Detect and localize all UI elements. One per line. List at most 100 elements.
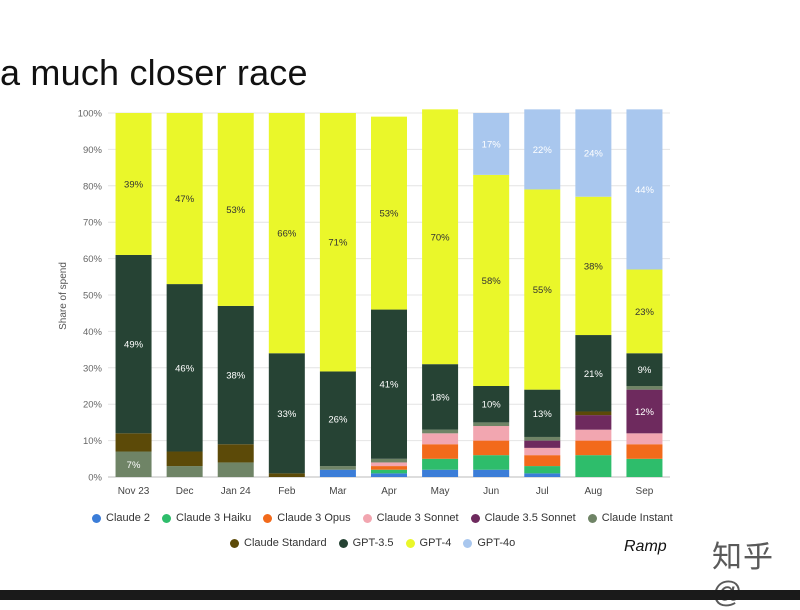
data-label: 22%: [533, 145, 553, 156]
bar-jun-gpt-4o: [473, 113, 510, 175]
bar-jul-claude-3-opus: [524, 455, 561, 467]
legend-item-gpt-4: GPT-4: [405, 537, 452, 549]
legend-label: Claude 3.5 Sonnet: [484, 512, 576, 524]
y-tick-label: 0%: [88, 473, 102, 484]
legend-swatch: [338, 538, 348, 548]
bar-sep-claude-3-opus: [626, 444, 663, 459]
bar-jul-claude-instant: [524, 436, 561, 441]
legend-label: GPT-4: [419, 537, 452, 549]
x-axis-ticks: Nov 23 Dec Jan 24 Feb Mar Apr May Jun Jul Aug Sep: [118, 486, 654, 497]
bar-may-claude-instant: [422, 429, 459, 434]
bar-jan-24-gpt-3-5: [217, 305, 254, 445]
bar-aug-claude-3-sonnet: [575, 429, 612, 441]
bar-aug-claude-3-opus: [575, 440, 612, 456]
bar-jun-claude-3-haiku: [473, 455, 510, 470]
bar-aug-gpt-4: [575, 196, 612, 336]
bar-aug-gpt-4o: [575, 109, 612, 197]
legend-label: GPT-3.5: [352, 537, 394, 549]
y-axis-ticks: 0% 10% 20% 30% 40% 50% 60% 70% 80% 90% 100%: [78, 109, 103, 484]
bar-jun-claude-2: [473, 469, 510, 477]
bar-may-gpt-3-5: [422, 364, 459, 430]
data-label: 66%: [277, 229, 297, 240]
bar-sep-claude-3-5-sonnet: [626, 389, 663, 434]
bar-apr-claude-instant: [371, 458, 407, 463]
data-label: 41%: [379, 380, 399, 391]
bar-apr-gpt-3-5: [371, 309, 407, 459]
x-tick-label: Jul: [536, 486, 549, 497]
legend-label: Claude 3 Opus: [277, 512, 351, 524]
bar-mar-claude-instant: [319, 466, 356, 470]
data-label: 70%: [431, 232, 451, 243]
bar-jan-24-gpt-4: [217, 113, 254, 306]
x-tick-label: Nov 23: [118, 486, 150, 497]
bar-dec-gpt-3-5: [166, 284, 203, 452]
legend-swatch: [470, 513, 480, 523]
bar-may-claude-3-haiku: [422, 458, 459, 470]
y-tick-label: 30%: [83, 363, 103, 374]
bar-sep-gpt-4o: [626, 109, 663, 270]
bar-may-claude-3-opus: [422, 444, 459, 459]
bar-jul-claude-2: [524, 473, 561, 477]
x-tick-label: May: [431, 486, 450, 497]
x-tick-label: Sep: [636, 486, 654, 497]
data-label: 38%: [226, 371, 246, 382]
legend-label: GPT-4o: [477, 537, 516, 549]
bar-feb-gpt-3-5: [268, 353, 305, 474]
bar-mar-claude-2: [319, 469, 356, 477]
y-tick-label: 20%: [83, 400, 103, 411]
bar-may-claude-3-sonnet: [422, 433, 459, 445]
data-label: 17%: [482, 139, 502, 150]
legend-item-gpt-4o: GPT-4o: [463, 537, 515, 549]
y-tick-label: 10%: [83, 436, 103, 447]
bar-jun-claude-3-sonnet: [473, 426, 510, 441]
bar-aug-gpt-3-5: [575, 335, 612, 412]
legend-item-claude-3-5-sonnet: Claude 3.5 Sonnet: [470, 512, 576, 524]
bar-aug-claude-3-haiku: [575, 455, 612, 477]
bar-apr-claude-3-sonnet: [371, 462, 407, 467]
data-label: 33%: [277, 409, 297, 420]
data-label: 38%: [584, 261, 604, 272]
x-tick-label: Jun: [483, 486, 499, 497]
data-label: 21%: [584, 369, 604, 380]
legend-swatch: [463, 538, 473, 548]
data-label: 26%: [328, 414, 348, 425]
bar-jul-gpt-4: [524, 189, 561, 390]
legend-swatch: [263, 513, 273, 523]
data-label: 55%: [533, 285, 553, 296]
bar-jan-24-claude-instant: [217, 462, 254, 477]
bar-sep-claude-3-sonnet: [626, 433, 663, 445]
x-tick-label: Apr: [381, 486, 397, 497]
x-tick-label: Mar: [329, 486, 347, 497]
legend-label: Claude 3 Sonnet: [376, 512, 459, 524]
y-tick-label: 80%: [83, 181, 103, 192]
bar-apr-claude-3-haiku: [371, 469, 407, 474]
bar-jun-claude-3-opus: [473, 440, 510, 456]
data-label: 24%: [584, 149, 604, 160]
bar-mar-gpt-3-5: [319, 371, 356, 467]
bar-may-claude-2: [422, 469, 459, 477]
legend-item-claude-3-sonnet: Claude 3 Sonnet: [362, 512, 459, 524]
bar-apr-claude-3-opus: [371, 466, 407, 470]
bar-dec-claude-standard: [166, 451, 203, 467]
bar-nov-23-gpt-4: [115, 113, 152, 255]
legend-label: Claude 2: [106, 512, 151, 524]
bar-nov-23-gpt-3-5: [115, 254, 152, 434]
x-tick-label: Jan 24: [221, 486, 251, 497]
bar-jun-gpt-4: [473, 174, 510, 386]
bar-sep-gpt-4: [626, 269, 663, 354]
legend-swatch: [162, 513, 172, 523]
bottom-bar: [0, 590, 800, 600]
legend-item-claude-3-haiku: Claude 3 Haiku: [162, 512, 251, 524]
legend-item-gpt-3-5: GPT-3.5: [338, 537, 394, 549]
data-label: 9%: [638, 365, 652, 376]
y-tick-label: 90%: [83, 145, 103, 156]
bar-nov-23-claude-instant: [115, 451, 152, 477]
slide-title: a much closer race: [0, 52, 308, 93]
y-tick-label: 60%: [83, 254, 103, 265]
bar-mar-gpt-4: [319, 113, 356, 372]
legend-item-claude-3-opus: Claude 3 Opus: [263, 512, 351, 524]
legend-item-claude-standard: Claude Standard: [230, 537, 327, 549]
y-axis-label: Share of spend: [58, 262, 69, 330]
bar-jul-gpt-3-5: [524, 389, 561, 437]
